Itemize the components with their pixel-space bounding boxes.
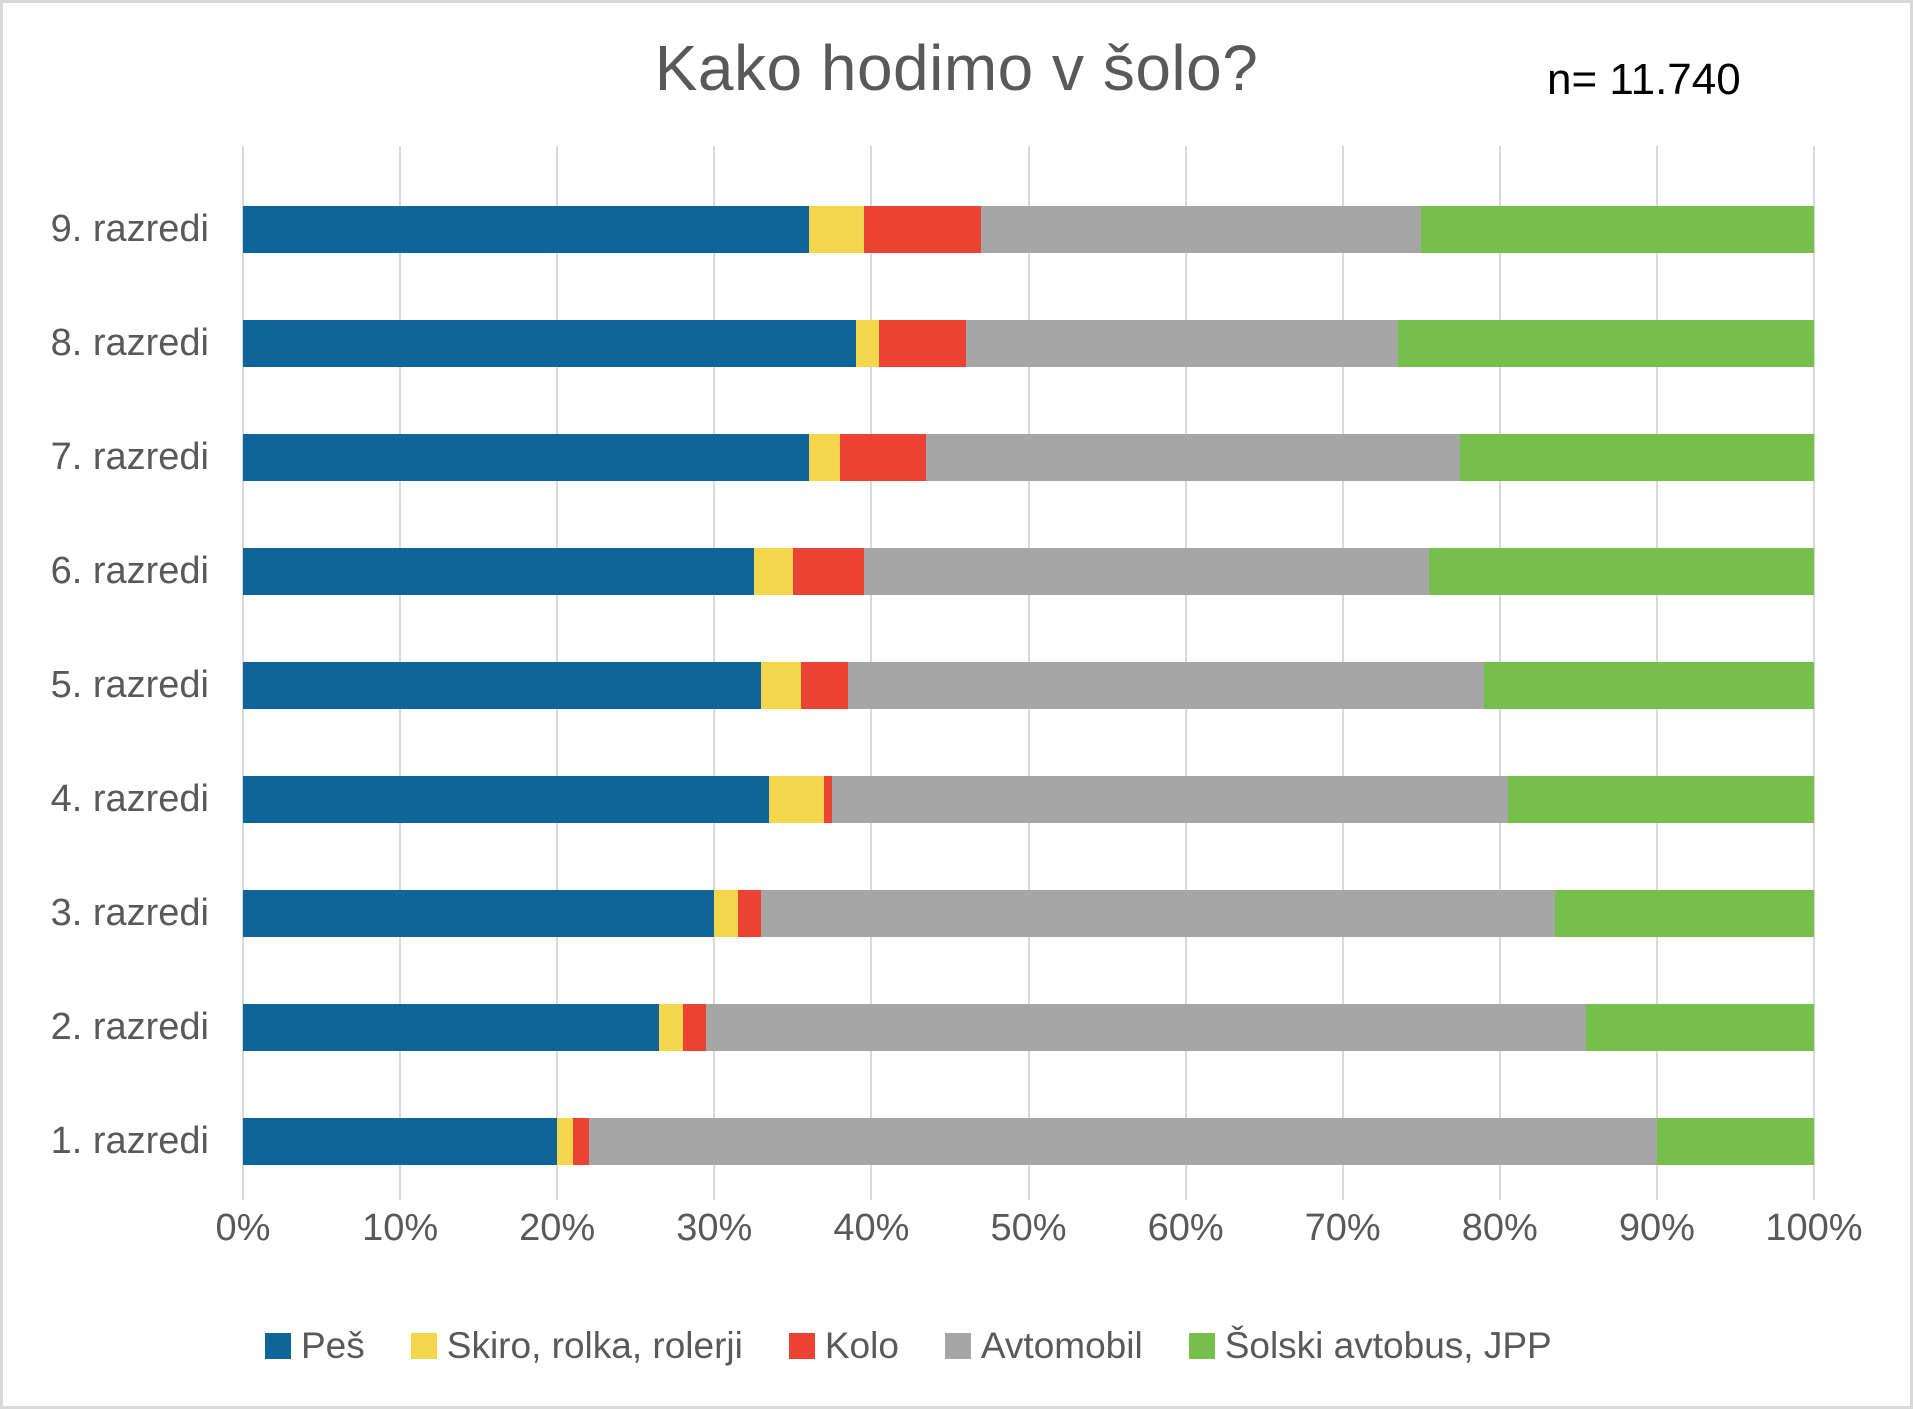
- category-label: 5. razredi: [50, 664, 209, 706]
- bar-segment: [243, 1118, 558, 1165]
- bar-segment: [808, 206, 864, 253]
- category-label: 4. razredi: [50, 778, 209, 820]
- bar-segment: [1507, 776, 1814, 823]
- bar-row: [243, 206, 1814, 253]
- legend-label: Kolo: [824, 1325, 899, 1366]
- bar-segment: [1429, 548, 1814, 595]
- legend-item: Peš: [265, 1325, 365, 1367]
- bar-segment: [714, 890, 738, 937]
- bar-segment: [855, 320, 880, 367]
- category-label: 3. razredi: [50, 892, 209, 934]
- bar-segment: [965, 320, 1398, 367]
- bar-segment: [847, 662, 1485, 709]
- bar-segment: [981, 206, 1422, 253]
- legend-label: Avtomobil: [980, 1325, 1143, 1366]
- bar-row: [243, 1118, 1814, 1165]
- legend-item: Avtomobil: [944, 1325, 1143, 1367]
- bar-segment: [863, 206, 982, 253]
- bar-segment: [808, 434, 840, 481]
- bar-segment: [1484, 662, 1814, 709]
- bar-row: [243, 1004, 1814, 1051]
- legend-item: Kolo: [788, 1325, 899, 1367]
- legend: Peš Skiro, rolka, rolerji Kolo Avtomobil Šol…: [265, 1325, 1552, 1367]
- legend-label: Šolski avtobus, JPP: [1224, 1325, 1552, 1366]
- x-axis-tick-label: 100%: [1765, 1207, 1863, 1249]
- bar-segment: [243, 890, 715, 937]
- category-label: 6. razredi: [50, 550, 209, 592]
- bar-segment: [243, 548, 754, 595]
- bar-segment: [706, 1004, 1587, 1051]
- bar-row: [243, 548, 1814, 595]
- bar-row: [243, 662, 1814, 709]
- legend-marker-icon: [1188, 1333, 1215, 1359]
- bar-segment: [800, 662, 848, 709]
- x-axis-tick-label: 0%: [215, 1207, 271, 1249]
- legend-label: Skiro, rolka, rolerji: [446, 1325, 743, 1366]
- bar-segment: [557, 1118, 573, 1165]
- bar-segment: [863, 548, 1430, 595]
- bar-segment: [737, 890, 762, 937]
- bar-row: [243, 776, 1814, 823]
- bar-segment: [243, 434, 809, 481]
- bar-segment: [769, 776, 825, 823]
- x-axis-tick-label: 50%: [990, 1207, 1067, 1249]
- x-axis-tick-label: 90%: [1618, 1207, 1695, 1249]
- legend-label: Peš: [301, 1325, 365, 1366]
- x-axis-tick-label: 20%: [519, 1207, 596, 1249]
- bar-segment: [243, 662, 762, 709]
- chart-title: Kako hodimo v šolo?: [654, 32, 1259, 104]
- x-axis-tick-label: 70%: [1304, 1207, 1381, 1249]
- bar-segment: [682, 1004, 707, 1051]
- category-label: 2. razredi: [50, 1006, 209, 1048]
- category-label: 7. razredi: [50, 436, 209, 478]
- x-axis-tick-label: 40%: [833, 1207, 910, 1249]
- x-axis-tick-label: 30%: [676, 1207, 753, 1249]
- legend-item: Šolski avtobus, JPP: [1188, 1325, 1552, 1367]
- bar-segment: [1397, 320, 1814, 367]
- bar-segment: [832, 776, 1508, 823]
- bar-segment: [1554, 890, 1814, 937]
- bar-segment: [243, 320, 856, 367]
- bar-segment: [1586, 1004, 1814, 1051]
- x-axis-tick-label: 60%: [1147, 1207, 1224, 1249]
- legend-item: Skiro, rolka, rolerji: [410, 1325, 743, 1367]
- bar-row: [243, 434, 1814, 481]
- gridline: [1813, 146, 1815, 1200]
- legend-marker-icon: [265, 1333, 291, 1359]
- bar-segment: [243, 206, 809, 253]
- bar-segment: [839, 434, 927, 481]
- bar-segment: [659, 1004, 683, 1051]
- bar-segment: [1421, 206, 1814, 253]
- bar-segment: [761, 662, 801, 709]
- x-axis-tick-label: 10%: [362, 1207, 439, 1249]
- bar-segment: [824, 776, 833, 823]
- legend-marker-icon: [944, 1333, 971, 1359]
- bar-segment: [1460, 434, 1814, 481]
- bar-segment: [588, 1118, 1657, 1165]
- bar-segment: [792, 548, 864, 595]
- bar-segment: [1656, 1118, 1814, 1165]
- legend-marker-icon: [788, 1333, 815, 1359]
- category-label: 1. razredi: [50, 1120, 209, 1162]
- bar-row: [243, 890, 1814, 937]
- bar-segment: [243, 1004, 660, 1051]
- x-axis-tick-label: 80%: [1461, 1207, 1538, 1249]
- bar-segment: [926, 434, 1461, 481]
- bar-segment: [572, 1118, 589, 1165]
- bar-segment: [761, 890, 1555, 937]
- bar-segment: [879, 320, 966, 367]
- bar-segment: [243, 776, 770, 823]
- category-label: 8. razredi: [50, 322, 209, 364]
- category-label: 9. razredi: [50, 208, 209, 250]
- bar-segment: [753, 548, 793, 595]
- legend-marker-icon: [410, 1333, 437, 1359]
- bar-row: [243, 320, 1814, 367]
- sample-size-label: n= 11.740: [1547, 55, 1741, 104]
